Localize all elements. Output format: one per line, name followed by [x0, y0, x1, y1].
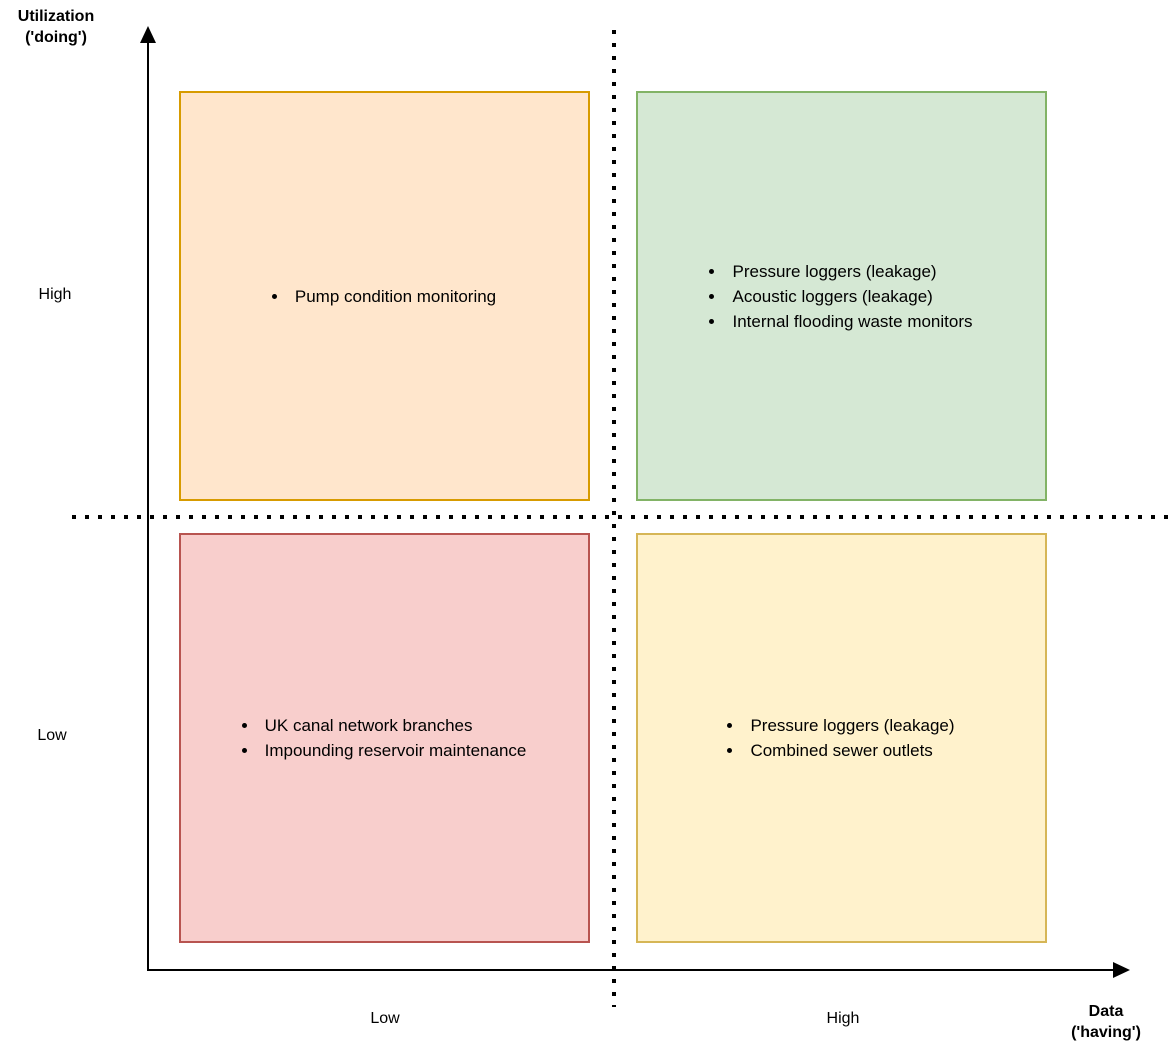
quadrant-item-list: Pressure loggers (leakage) Acoustic logg… — [700, 259, 982, 334]
quadrant-item-list: UK canal network branches Impounding res… — [233, 713, 537, 763]
quadrant-high-utilization-high-data: Pressure loggers (leakage) Acoustic logg… — [636, 91, 1047, 501]
y-axis-line — [147, 40, 149, 971]
list-item: Internal flooding waste monitors — [726, 309, 972, 334]
list-item: Pressure loggers (leakage) — [726, 259, 972, 284]
quadrant-item-list: Pump condition monitoring — [263, 284, 506, 309]
x-axis-high-label: High — [826, 1010, 860, 1027]
quadrant-item-list: Pressure loggers (leakage) Combined sewe… — [718, 713, 964, 763]
list-item: Acoustic loggers (leakage) — [726, 284, 972, 309]
horizontal-dotted-divider — [72, 515, 1170, 519]
list-item: Pump condition monitoring — [289, 284, 496, 309]
quadrant-low-utilization-high-data: Pressure loggers (leakage) Combined sewe… — [636, 533, 1047, 943]
list-item: UK canal network branches — [259, 713, 527, 738]
y-axis-high-label: High — [38, 286, 72, 303]
quadrant-low-utilization-low-data: UK canal network branches Impounding res… — [179, 533, 590, 943]
quadrant-high-utilization-low-data: Pump condition monitoring — [179, 91, 590, 501]
x-axis-line — [148, 969, 1118, 971]
x-axis-arrowhead-icon — [1113, 962, 1130, 978]
y-axis-arrowhead-icon — [140, 26, 156, 43]
x-axis-title: Data ('having') — [1071, 1003, 1141, 1041]
list-item: Pressure loggers (leakage) — [744, 713, 954, 738]
list-item: Impounding reservoir maintenance — [259, 738, 527, 763]
list-item: Combined sewer outlets — [744, 738, 954, 763]
y-axis-low-label: Low — [37, 727, 67, 744]
x-axis-low-label: Low — [370, 1010, 400, 1027]
y-axis-title: Utilization ('doing') — [17, 8, 95, 46]
